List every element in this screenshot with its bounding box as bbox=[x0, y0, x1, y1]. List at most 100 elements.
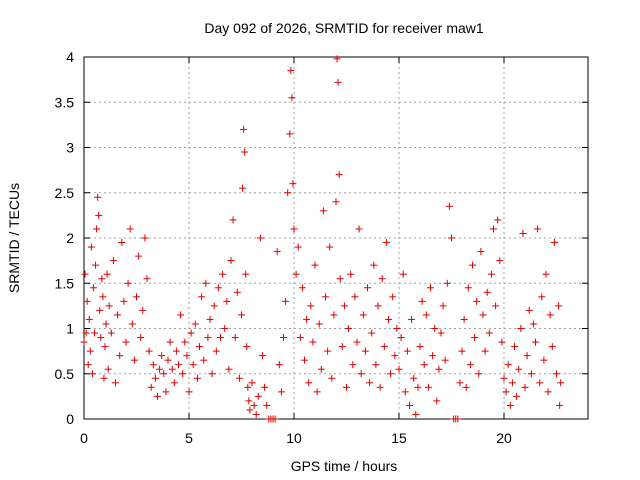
y-tick-label: 3 bbox=[66, 140, 74, 156]
data-point bbox=[521, 383, 529, 391]
data-point bbox=[422, 311, 430, 319]
data-point bbox=[166, 338, 174, 346]
data-point bbox=[112, 379, 119, 387]
y-tick-label: 0 bbox=[66, 411, 74, 427]
data-point bbox=[82, 329, 90, 337]
data-point bbox=[498, 338, 506, 346]
data-point bbox=[87, 243, 95, 251]
data-point bbox=[553, 370, 560, 378]
data-point bbox=[471, 334, 479, 342]
data-point bbox=[233, 288, 241, 296]
data-point bbox=[437, 329, 445, 337]
data-point bbox=[454, 415, 462, 423]
data-point bbox=[351, 293, 359, 301]
data-point bbox=[189, 361, 197, 369]
data-point bbox=[473, 297, 481, 305]
data-point bbox=[151, 374, 159, 382]
data-point bbox=[464, 284, 472, 292]
data-point bbox=[427, 284, 434, 292]
data-point bbox=[333, 55, 341, 63]
data-point bbox=[326, 243, 334, 251]
data-point bbox=[395, 365, 403, 373]
data-point bbox=[359, 311, 367, 319]
data-point bbox=[219, 270, 227, 278]
data-point bbox=[550, 239, 558, 247]
data-point bbox=[286, 130, 294, 138]
data-point bbox=[534, 225, 542, 233]
data-point bbox=[429, 352, 437, 360]
data-point bbox=[504, 361, 512, 369]
data-point bbox=[548, 343, 556, 351]
data-point bbox=[322, 293, 329, 301]
data-point bbox=[107, 329, 115, 337]
data-point bbox=[556, 401, 564, 409]
data-point bbox=[287, 67, 295, 75]
data-point bbox=[97, 334, 105, 342]
data-point bbox=[307, 302, 315, 310]
data-point bbox=[340, 302, 348, 310]
data-point bbox=[235, 374, 243, 382]
data-point bbox=[86, 347, 94, 355]
data-point bbox=[141, 234, 149, 242]
data-point bbox=[256, 234, 264, 242]
data-point bbox=[164, 356, 172, 364]
data-point bbox=[448, 234, 455, 242]
data-point bbox=[145, 347, 153, 355]
data-point bbox=[525, 306, 533, 314]
data-point bbox=[298, 284, 306, 292]
data-point bbox=[100, 374, 108, 382]
data-point bbox=[301, 356, 308, 364]
data-point bbox=[103, 270, 111, 278]
x-tick-label: 20 bbox=[496, 430, 512, 446]
data-point bbox=[435, 365, 443, 373]
data-point bbox=[289, 180, 297, 188]
data-point bbox=[202, 279, 210, 287]
data-point bbox=[529, 320, 537, 328]
data-point bbox=[315, 320, 323, 328]
data-point bbox=[98, 275, 106, 283]
data-point bbox=[96, 306, 104, 314]
data-point bbox=[296, 334, 304, 342]
data-point bbox=[105, 302, 113, 310]
data-point bbox=[221, 325, 229, 332]
data-point bbox=[280, 334, 287, 342]
data-point bbox=[294, 243, 302, 251]
data-point bbox=[485, 329, 493, 337]
data-point bbox=[500, 374, 508, 382]
data-point bbox=[238, 311, 245, 319]
data-point bbox=[99, 293, 107, 301]
data-point bbox=[130, 356, 138, 364]
data-point bbox=[336, 275, 344, 283]
data-point bbox=[95, 211, 103, 219]
chart-title: Day 092 of 2026, SRMTID for receiver maw… bbox=[204, 20, 484, 36]
data-point bbox=[81, 270, 89, 278]
data-point bbox=[93, 225, 101, 233]
data-point bbox=[88, 370, 96, 378]
data-point bbox=[162, 388, 170, 396]
x-tick-label: 5 bbox=[185, 430, 193, 446]
data-point bbox=[214, 284, 222, 292]
data-point bbox=[227, 257, 235, 265]
data-point bbox=[282, 297, 290, 305]
data-point bbox=[408, 315, 416, 323]
data-point bbox=[244, 383, 252, 391]
data-point bbox=[246, 406, 254, 414]
data-point bbox=[183, 352, 191, 360]
data-point bbox=[196, 343, 203, 351]
data-point bbox=[198, 293, 206, 301]
x-tick-label: 15 bbox=[391, 430, 407, 446]
data-point bbox=[277, 388, 285, 396]
data-point bbox=[319, 207, 327, 215]
data-point bbox=[393, 325, 401, 332]
x-axis-label: GPS time / hours bbox=[291, 458, 398, 474]
data-point bbox=[357, 370, 365, 378]
data-point bbox=[523, 352, 531, 360]
data-point bbox=[353, 338, 361, 346]
data-point bbox=[231, 334, 239, 342]
data-point bbox=[361, 347, 369, 355]
data-point bbox=[366, 379, 374, 387]
data-point bbox=[175, 361, 182, 369]
y-tick-label: 2 bbox=[66, 230, 74, 246]
data-point bbox=[170, 379, 178, 387]
data-point bbox=[477, 248, 485, 256]
